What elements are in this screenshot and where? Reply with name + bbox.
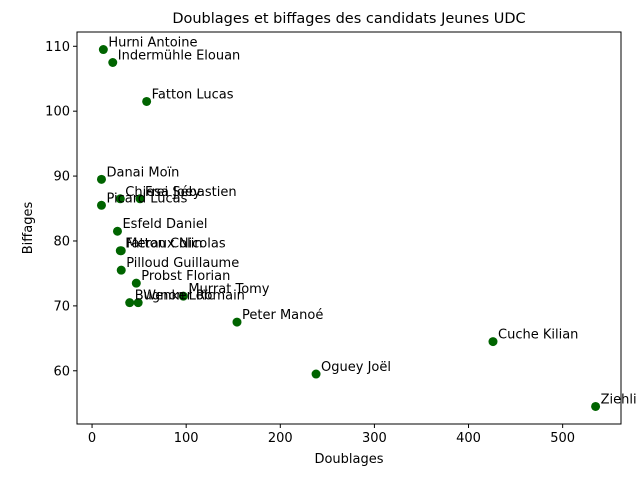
point-label: Frei Sébastien: [145, 185, 237, 200]
data-point: [488, 337, 498, 347]
data-point: [311, 369, 321, 379]
y-tick-label: 100: [45, 105, 70, 120]
point-label: Esfeld Daniel: [122, 217, 207, 232]
x-tick-label: 200: [268, 431, 293, 446]
y-tick-label: 110: [45, 40, 70, 55]
data-points: [96, 45, 601, 411]
y-tick-label: 80: [53, 234, 70, 249]
x-tick-label: 400: [456, 431, 481, 446]
point-label: Cuche Kilian: [498, 328, 578, 343]
data-point: [96, 200, 106, 210]
y-axis: 60 70 80 90 100 110: [45, 40, 77, 379]
x-tick-label: 500: [550, 431, 575, 446]
data-point: [108, 58, 118, 68]
y-axis-title: Biffages: [21, 202, 36, 255]
x-tick-label: 0: [88, 431, 96, 446]
data-point: [116, 246, 126, 256]
data-point: [133, 298, 143, 308]
point-label: Fatton Lucas: [152, 87, 234, 102]
data-point: [232, 317, 242, 327]
x-tick-label: 300: [362, 431, 387, 446]
data-point: [591, 401, 601, 411]
y-tick-label: 90: [53, 170, 70, 185]
point-label: Hurni Antoine: [108, 36, 197, 51]
data-point: [135, 194, 145, 204]
point-label: Meraux Nicolas: [126, 237, 226, 252]
x-tick-label: 100: [174, 431, 199, 446]
point-label: Indermühle Elouan: [118, 49, 241, 64]
data-point: [115, 194, 125, 204]
data-point: [112, 226, 122, 236]
point-label: Danai Moïn: [106, 165, 179, 180]
x-axis-title: Doublages: [314, 452, 383, 467]
chart-title: Doublages et biffages des candidats Jeun…: [172, 11, 525, 27]
data-point: [131, 278, 141, 288]
point-label: Bugnon Loïc: [135, 289, 215, 304]
plot-frame: [76, 31, 622, 425]
point-label: Murrat Tomy: [188, 282, 269, 297]
point-label: Chiesa Joey: [125, 185, 201, 200]
y-tick-label: 60: [53, 364, 70, 379]
data-point: [178, 291, 188, 301]
data-point: [142, 96, 152, 106]
point-label: Picard Lucas: [106, 191, 187, 206]
x-axis: 0 100 200 300 400 500: [88, 424, 575, 446]
point-label: Peter Manoé: [242, 308, 323, 323]
point-label: Oguey Joël: [321, 360, 391, 375]
data-point: [116, 265, 126, 275]
point-label: Pilloud Guillaume: [126, 256, 239, 271]
point-label: Fatton Colin: [125, 237, 202, 252]
point-label: Wenker Romain: [143, 289, 245, 304]
data-point: [125, 298, 135, 308]
point-label: Ziehli: [601, 392, 637, 407]
plot-area: [76, 31, 622, 425]
y-tick-label: 70: [53, 299, 70, 314]
point-label: Probst Florian: [141, 269, 230, 284]
data-point: [96, 174, 106, 184]
data-point: [98, 45, 108, 55]
